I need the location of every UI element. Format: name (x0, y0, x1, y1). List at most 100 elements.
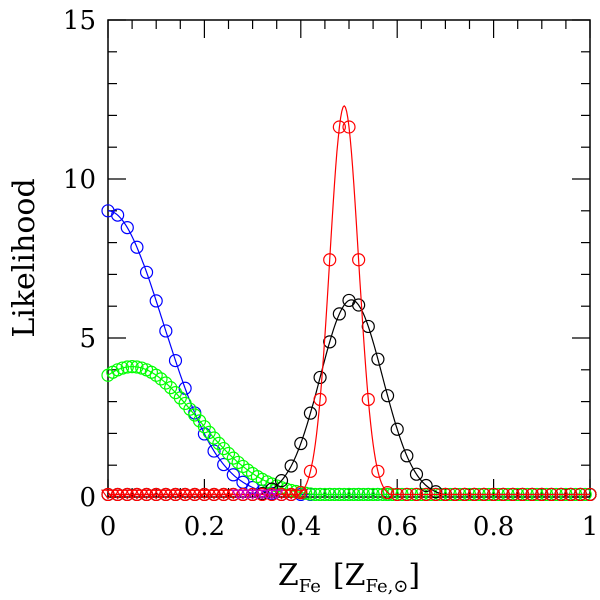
x-label-bracket-close: ] (408, 558, 420, 593)
data-point-black (284, 459, 298, 473)
data-point-black (400, 449, 414, 463)
data-point-black (274, 474, 289, 488)
data-point-blue (120, 220, 134, 235)
data-point-green (371, 487, 385, 502)
y-tick-label: 0 (79, 483, 96, 513)
data-point-green (149, 368, 163, 382)
data-point-green (154, 372, 168, 386)
x-tick-label: 1 (582, 512, 599, 542)
data-point-red (313, 392, 327, 407)
data-point-black (303, 406, 318, 420)
data-point-blue (207, 444, 221, 458)
x-label-main: Z (278, 558, 299, 593)
data-point-red (400, 487, 414, 502)
x-tick-label: 0 (100, 512, 117, 542)
data-point-red (303, 464, 318, 478)
data-point-red (525, 487, 539, 502)
x-tick-label: 0.6 (377, 512, 418, 542)
data-point-black (409, 467, 424, 481)
data-point-blue (111, 208, 125, 222)
plot-frame (107, 19, 591, 498)
y-tick-label: 5 (79, 324, 96, 354)
data-point-green (337, 487, 351, 502)
x-tick-label: 0.2 (184, 512, 225, 542)
y-tick-label: 10 (63, 165, 96, 195)
data-point-green (231, 455, 245, 470)
data-point-green (366, 487, 380, 502)
data-point-red (361, 392, 375, 407)
data-point-red (583, 487, 597, 502)
data-point-green (226, 451, 240, 465)
data-point-black (419, 478, 433, 493)
data-point-blue (130, 240, 144, 254)
data-point-red (487, 487, 501, 502)
data-point-red (352, 253, 366, 267)
series-magenta (231, 489, 284, 500)
data-point-red (390, 487, 404, 502)
data-point-red (554, 487, 568, 502)
data-point-red (332, 120, 346, 134)
x-label-inner: Z (345, 558, 366, 593)
data-point-red (409, 487, 424, 502)
data-point-green (217, 441, 231, 456)
data-point-green (120, 360, 134, 374)
data-point-blue (168, 353, 183, 368)
x-label-inner-sub: Fe,⊙ (365, 576, 408, 597)
data-point-black (380, 389, 395, 403)
data-point-green (212, 436, 226, 450)
data-point-blue (139, 265, 154, 279)
data-point-red (380, 486, 395, 500)
data-point-blue (159, 324, 173, 338)
x-tick-label: 0.4 (280, 512, 321, 542)
series-red (101, 105, 597, 502)
data-point-red (419, 487, 433, 502)
data-point-green (221, 446, 236, 461)
data-point-green (164, 381, 178, 395)
data-point-green (347, 487, 361, 502)
data-point-green (130, 360, 144, 374)
data-point-green (332, 487, 346, 502)
data-point-black (323, 335, 337, 349)
data-point-black (352, 298, 366, 312)
data-point-red (535, 487, 549, 502)
data-point-red (506, 487, 520, 502)
data-point-red (429, 487, 443, 502)
data-point-red (371, 464, 385, 478)
data-point-green (342, 487, 356, 502)
data-point-red (496, 487, 510, 502)
data-point-red (458, 487, 472, 502)
data-point-black (313, 370, 327, 385)
series-blue (101, 204, 597, 502)
data-point-blue (246, 480, 260, 495)
axis-ticks (107, 19, 591, 498)
data-point-black (332, 307, 346, 321)
data-point-green (236, 459, 250, 474)
data-point-green (115, 361, 130, 375)
series-line-blue (107, 210, 590, 496)
x-label-bracket-open: [ (333, 558, 345, 593)
data-point-green (323, 487, 337, 502)
data-point-green (327, 487, 342, 502)
plot-area (100, 105, 597, 502)
data-point-black (294, 436, 308, 451)
data-point-blue (226, 468, 240, 482)
data-point-green (313, 487, 327, 502)
data-point-red (573, 487, 587, 502)
data-point-magenta (269, 489, 284, 500)
data-point-red (467, 487, 481, 502)
data-point-green (125, 360, 139, 374)
data-point-black (390, 422, 404, 436)
data-point-blue (217, 457, 231, 472)
x-tick-label: 0.8 (473, 512, 514, 542)
data-point-red (564, 487, 578, 502)
data-point-red (323, 253, 337, 267)
data-point-red (477, 487, 491, 502)
series-black (101, 293, 597, 502)
data-point-red (448, 487, 462, 502)
data-point-blue (149, 294, 163, 308)
x-label-main-sub: Fe (299, 576, 321, 597)
data-point-green (274, 481, 289, 495)
data-point-red (544, 487, 559, 502)
